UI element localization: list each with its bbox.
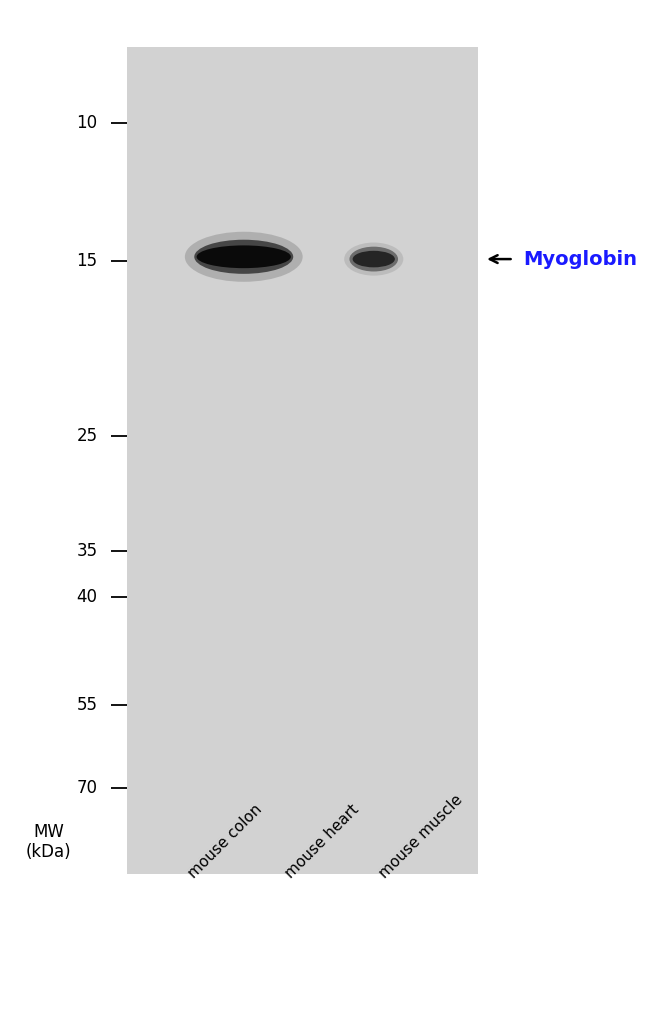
Text: mouse heart: mouse heart bbox=[283, 801, 362, 881]
Text: MW
(kDa): MW (kDa) bbox=[26, 822, 72, 861]
Ellipse shape bbox=[185, 232, 303, 282]
Ellipse shape bbox=[196, 245, 291, 268]
Text: Myoglobin: Myoglobin bbox=[523, 249, 637, 269]
Text: 55: 55 bbox=[77, 697, 98, 714]
Ellipse shape bbox=[352, 251, 395, 268]
Text: 70: 70 bbox=[77, 779, 98, 797]
Text: 25: 25 bbox=[77, 427, 98, 445]
Bar bbox=[127, 47, 478, 874]
Text: 10: 10 bbox=[77, 114, 98, 131]
Text: 40: 40 bbox=[77, 587, 98, 606]
Text: mouse muscle: mouse muscle bbox=[377, 792, 466, 881]
Text: 15: 15 bbox=[77, 252, 98, 270]
Ellipse shape bbox=[194, 240, 293, 274]
Text: mouse colon: mouse colon bbox=[185, 801, 265, 881]
Text: 35: 35 bbox=[77, 542, 98, 560]
Ellipse shape bbox=[350, 247, 398, 272]
Ellipse shape bbox=[344, 243, 403, 276]
